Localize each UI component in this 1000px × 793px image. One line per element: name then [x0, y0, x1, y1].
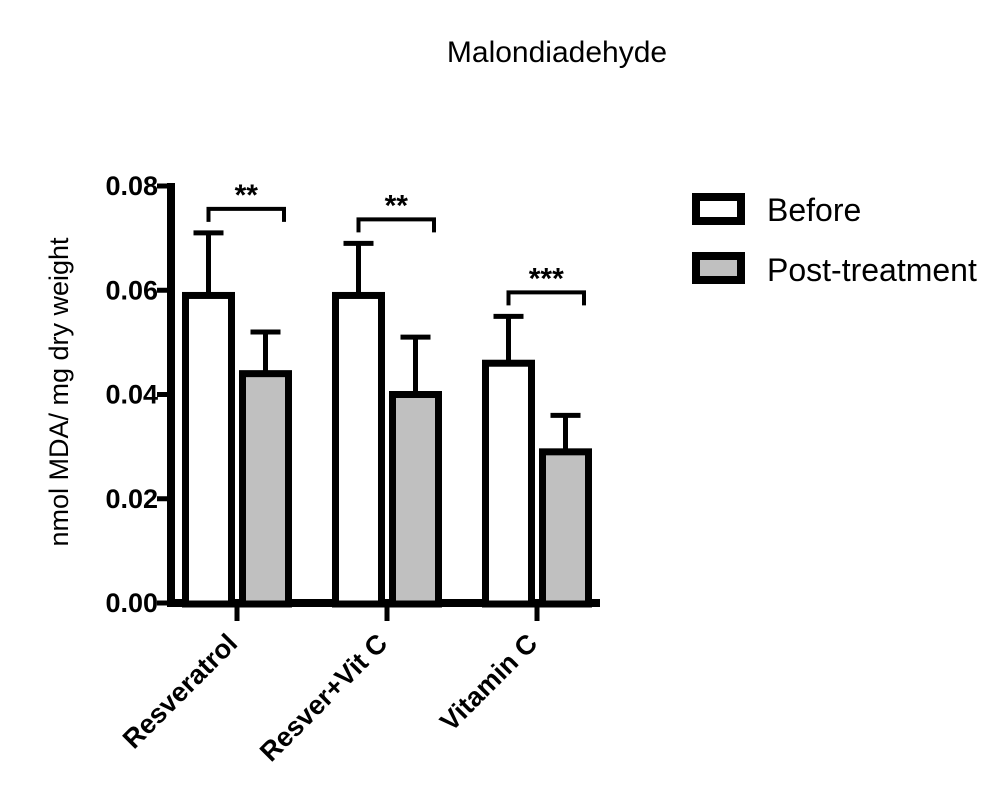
y-axis-title: nmol MDA/ mg dry weight	[44, 237, 74, 547]
legend-swatch-before	[692, 193, 745, 225]
significance-bracket-vitamin-c	[506, 290, 586, 306]
bar-post-treatment-vitamin-c	[539, 448, 592, 608]
bar-before-resver-vit-c	[332, 291, 385, 608]
bar-before-vitamin-c	[482, 359, 535, 608]
x-category-label-resver-vit-c: Resver+Vit C	[254, 628, 393, 767]
y-tick-label-0.06: 0.06	[105, 275, 158, 305]
legend-label-before: Before	[767, 192, 861, 228]
significance-bracket-resver-vit-c	[356, 217, 436, 233]
bar-post-treatment-resveratrol	[239, 370, 292, 608]
x-axis-ticks	[234, 603, 540, 621]
significance: ** *****	[206, 179, 586, 306]
legend-label-post-treatment: Post-treatment	[767, 252, 977, 288]
y-tick-label-0.00: 0.00	[105, 588, 158, 618]
significance-label-resver-vit-c: **	[385, 189, 409, 222]
y-tick-label-0.04: 0.04	[105, 380, 158, 410]
x-category-label-resveratrol: Resveratrol	[117, 628, 243, 754]
significance-label-vitamin-c: ***	[529, 262, 564, 295]
legend-swatch-post-treatment	[692, 252, 745, 284]
legend: Before Post-treatment	[692, 192, 977, 288]
error-bars	[193, 230, 581, 452]
category-labels: Resveratrol Resver+Vit C Vitamin C	[117, 628, 543, 767]
y-tick-label-0.08: 0.08	[105, 171, 158, 201]
y-axis-ticks: 0.00 0.02 0.04 0.06 0.08	[105, 171, 171, 618]
bar-before-resveratrol	[182, 291, 235, 608]
significance-bracket-resveratrol	[206, 206, 286, 222]
bars	[182, 291, 592, 608]
significance-label-resveratrol: **	[235, 179, 259, 212]
y-tick-label-0.02: 0.02	[105, 484, 158, 514]
bar-post-treatment-resver-vit-c	[389, 391, 442, 608]
x-category-label-vitamin-c: Vitamin C	[434, 628, 543, 737]
chart-title: Malondiadehyde	[447, 36, 667, 69]
